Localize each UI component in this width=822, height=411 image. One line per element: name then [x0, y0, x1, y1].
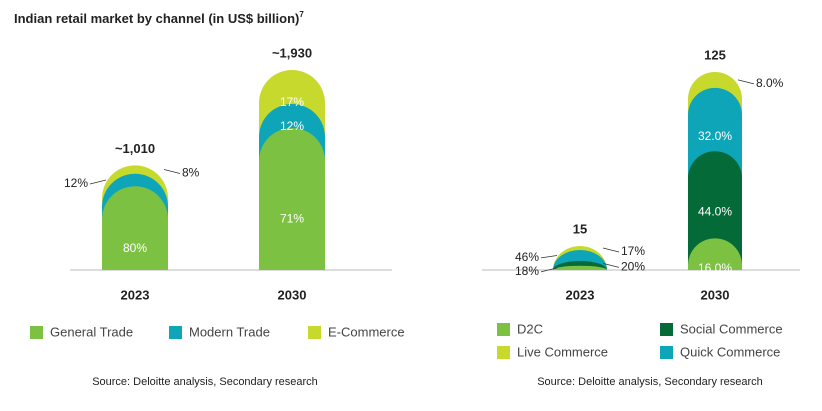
- title-text: Indian retail market by channel (in US$ …: [14, 11, 299, 26]
- total-label: 125: [704, 47, 726, 62]
- bar-segment: [553, 265, 607, 270]
- bar-segment: [102, 186, 168, 270]
- legend-swatch: [30, 326, 43, 339]
- value-label: 32.0%: [698, 129, 732, 143]
- x-tick-label: 2030: [278, 287, 307, 302]
- leader-line: [602, 247, 620, 253]
- x-tick-label: 2023: [566, 287, 595, 302]
- leader-line: [540, 255, 558, 259]
- legend-label: E-Commerce: [328, 324, 405, 339]
- legend-label: Modern Trade: [189, 324, 270, 339]
- value-label: 8.0%: [756, 76, 784, 90]
- leader-line: [163, 169, 181, 174]
- leader-line: [89, 179, 107, 185]
- source-note: Source: Deloitte analysis, Secondary res…: [92, 376, 318, 388]
- leader-line: [540, 267, 558, 273]
- legend-label: Social Commerce: [680, 321, 783, 336]
- source-note: Source: Deloitte analysis, Secondary res…: [537, 376, 763, 388]
- legend-swatch: [660, 323, 673, 336]
- legend-swatch: [169, 326, 182, 339]
- legend-swatch: [308, 326, 321, 339]
- value-label: 44.0%: [698, 204, 732, 218]
- x-tick-label: 2030: [701, 287, 730, 302]
- bar-segment: [688, 151, 742, 270]
- leader-line: [602, 262, 620, 268]
- total-label: ~1,010: [115, 141, 155, 156]
- legend-label: D2C: [517, 321, 543, 336]
- value-label: 12%: [280, 119, 304, 133]
- legend-swatch: [660, 346, 673, 359]
- legend-swatch: [497, 346, 510, 359]
- title-note: 7: [299, 10, 304, 19]
- value-label: 16.0%: [698, 261, 732, 275]
- legend-swatch: [497, 323, 510, 336]
- value-label: 8%: [182, 166, 200, 180]
- chart-title: Indian retail market by channel (in US$ …: [14, 10, 304, 26]
- total-label: ~1,930: [272, 45, 312, 60]
- bar-segment: [688, 238, 742, 270]
- bar-segment: [259, 128, 325, 270]
- value-label: 20%: [621, 260, 645, 274]
- value-label: 46%: [515, 250, 539, 264]
- value-label: 80%: [123, 241, 147, 255]
- value-label: 18%: [515, 264, 539, 278]
- x-tick-label: 2023: [121, 287, 150, 302]
- value-label: 71%: [280, 212, 304, 226]
- value-label: 17%: [621, 244, 645, 258]
- leader-line: [737, 79, 755, 85]
- total-label: 15: [573, 222, 587, 237]
- legend-label: General Trade: [50, 324, 133, 339]
- value-label: 12%: [64, 176, 88, 190]
- legend-label: Quick Commerce: [680, 344, 780, 359]
- value-label: 17%: [280, 95, 304, 109]
- legend-label: Live Commerce: [517, 344, 608, 359]
